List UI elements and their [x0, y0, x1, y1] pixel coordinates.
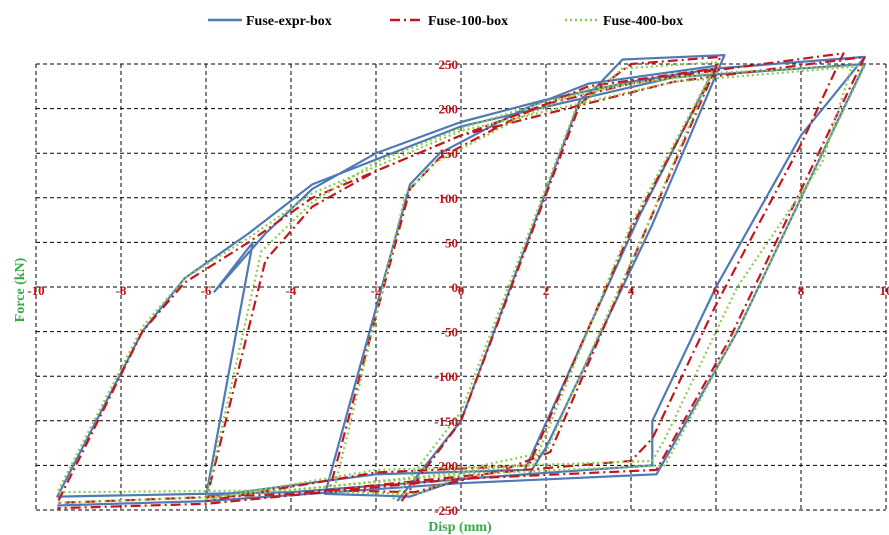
x-tick-label: -10: [27, 283, 44, 298]
legend-label-2: Fuse-100-box: [428, 14, 508, 29]
x-tick-labels: -10 -8 -6 -4 -2 0 2 4 6 8 10: [27, 283, 889, 298]
x-tick-label: 8: [798, 283, 805, 298]
x-axis-label: Disp (mm): [428, 520, 492, 535]
y-tick-labels: 250 200 150 100 50 0 -50 -100 -150 -200 -250: [434, 57, 458, 518]
y-tick-label: 50: [445, 235, 458, 250]
y-tick-label: -250: [434, 503, 458, 518]
x-tick-label: 10: [880, 283, 889, 298]
y-axis-label: Force (kN): [13, 257, 28, 322]
y-tick-label: -100: [434, 369, 458, 384]
grid: [35, 63, 887, 511]
x-tick-label: 2: [543, 283, 550, 298]
x-tick-label: 4: [628, 283, 635, 298]
series-line-1: [56, 54, 866, 507]
x-tick-label: 6: [713, 283, 720, 298]
legend-label-3: Fuse-400-box: [603, 14, 683, 29]
y-tick-label: -150: [434, 414, 458, 429]
x-tick-label: -6: [201, 283, 212, 298]
y-tick-label: 0: [452, 280, 459, 295]
series-line-2: [56, 52, 866, 510]
legend: Fuse-expr-box Fuse-100-box Fuse-400-box: [208, 14, 683, 29]
x-tick-label: 0: [458, 283, 465, 298]
x-tick-label: -2: [371, 283, 382, 298]
y-tick-label: -50: [441, 325, 458, 340]
series-group: [56, 52, 866, 510]
y-tick-label: 150: [439, 146, 459, 161]
y-tick-label: 200: [439, 102, 459, 117]
series-line-3: [56, 61, 866, 504]
y-tick-label: -200: [434, 458, 458, 473]
x-tick-label: -4: [286, 283, 297, 298]
y-tick-label: 250: [439, 57, 459, 72]
legend-label-1: Fuse-expr-box: [246, 14, 332, 29]
x-tick-label: -8: [116, 283, 127, 298]
y-tick-label: 100: [439, 191, 459, 206]
